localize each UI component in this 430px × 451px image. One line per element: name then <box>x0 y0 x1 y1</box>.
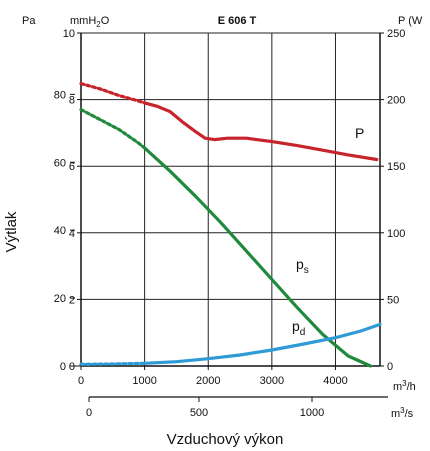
mmh2o-tick-label-5: 10 <box>63 28 75 40</box>
power-tick-label-1: 50 <box>387 294 399 306</box>
m3h-rest: /h <box>407 381 416 393</box>
x-tick-label-1: 1000 <box>132 375 156 387</box>
mmh2o-tick-label-2: 4 <box>69 228 75 240</box>
power-tick-label-5: 250 <box>387 28 405 40</box>
m3s-rest: /s <box>405 408 414 420</box>
series-layer <box>79 82 382 368</box>
power-tick-label-0: 0 <box>387 361 393 373</box>
pa-tick-label-0: 0 <box>60 361 66 373</box>
series-2-dashed-line <box>79 361 147 366</box>
x-axis-title: Vzduchový výkon <box>167 431 284 448</box>
power-tick-label-4: 200 <box>387 95 405 107</box>
ps-p: p <box>296 256 304 272</box>
pd-sub: d <box>300 327 306 338</box>
left-outer-unit: Pa <box>22 15 36 27</box>
pa-tick-label-4: 80 <box>54 89 66 101</box>
unit-o-part: O <box>101 15 110 27</box>
mmh2o-tick-label-0: 0 <box>69 361 75 373</box>
m3h-m: m <box>393 381 402 393</box>
unit-mmh-part: mmH <box>70 15 96 27</box>
x-unit-m3s: m3/s <box>391 406 414 420</box>
pa-tick-label-1: 20 <box>54 293 66 305</box>
series-0-dashed-line <box>79 82 147 105</box>
mmh2o-tick-label-3: 6 <box>69 161 75 173</box>
x-unit-m3h: m3/h <box>393 379 416 393</box>
x-tick-label-2: 2000 <box>196 375 220 387</box>
chart-title: E 606 T <box>218 15 257 27</box>
left-inner-unit: mmH2O <box>70 15 110 29</box>
series-2-line <box>143 322 382 365</box>
x2-tick-label-0: 0 <box>86 407 92 419</box>
series-label-ps: ps <box>296 256 309 276</box>
x-tick-label-4: 4000 <box>323 375 347 387</box>
series-1-line <box>143 146 373 368</box>
series-label-pd: pd <box>292 318 305 338</box>
m3s-sup: 3 <box>400 406 405 415</box>
mmh2o-tick-label-1: 2 <box>69 294 75 306</box>
unit-subscript-two: 2 <box>96 20 101 29</box>
x2-tick-label-1: 500 <box>190 407 208 419</box>
right-unit: P (W <box>398 15 423 27</box>
series-label-P: P <box>355 125 364 141</box>
pd-p: p <box>292 318 300 334</box>
frame <box>70 33 388 398</box>
m3s-m: m <box>391 408 400 420</box>
y-axis-title: Výtlak <box>3 211 20 252</box>
pa-tick-label-2: 40 <box>54 225 66 237</box>
series-1-dashed-line <box>79 108 147 150</box>
series-0-line <box>143 101 379 162</box>
power-tick-label-2: 100 <box>387 228 405 240</box>
grid <box>81 32 380 366</box>
x2-tick-label-2: 1000 <box>300 407 324 419</box>
x-tick-label-0: 0 <box>78 375 84 387</box>
ps-sub: s <box>304 265 309 276</box>
m3h-sup: 3 <box>402 379 407 388</box>
mmh2o-tick-label-4: 8 <box>69 95 75 107</box>
pa-tick-label-3: 60 <box>54 157 66 169</box>
power-tick-label-3: 150 <box>387 161 405 173</box>
x-tick-label-3: 3000 <box>260 375 284 387</box>
